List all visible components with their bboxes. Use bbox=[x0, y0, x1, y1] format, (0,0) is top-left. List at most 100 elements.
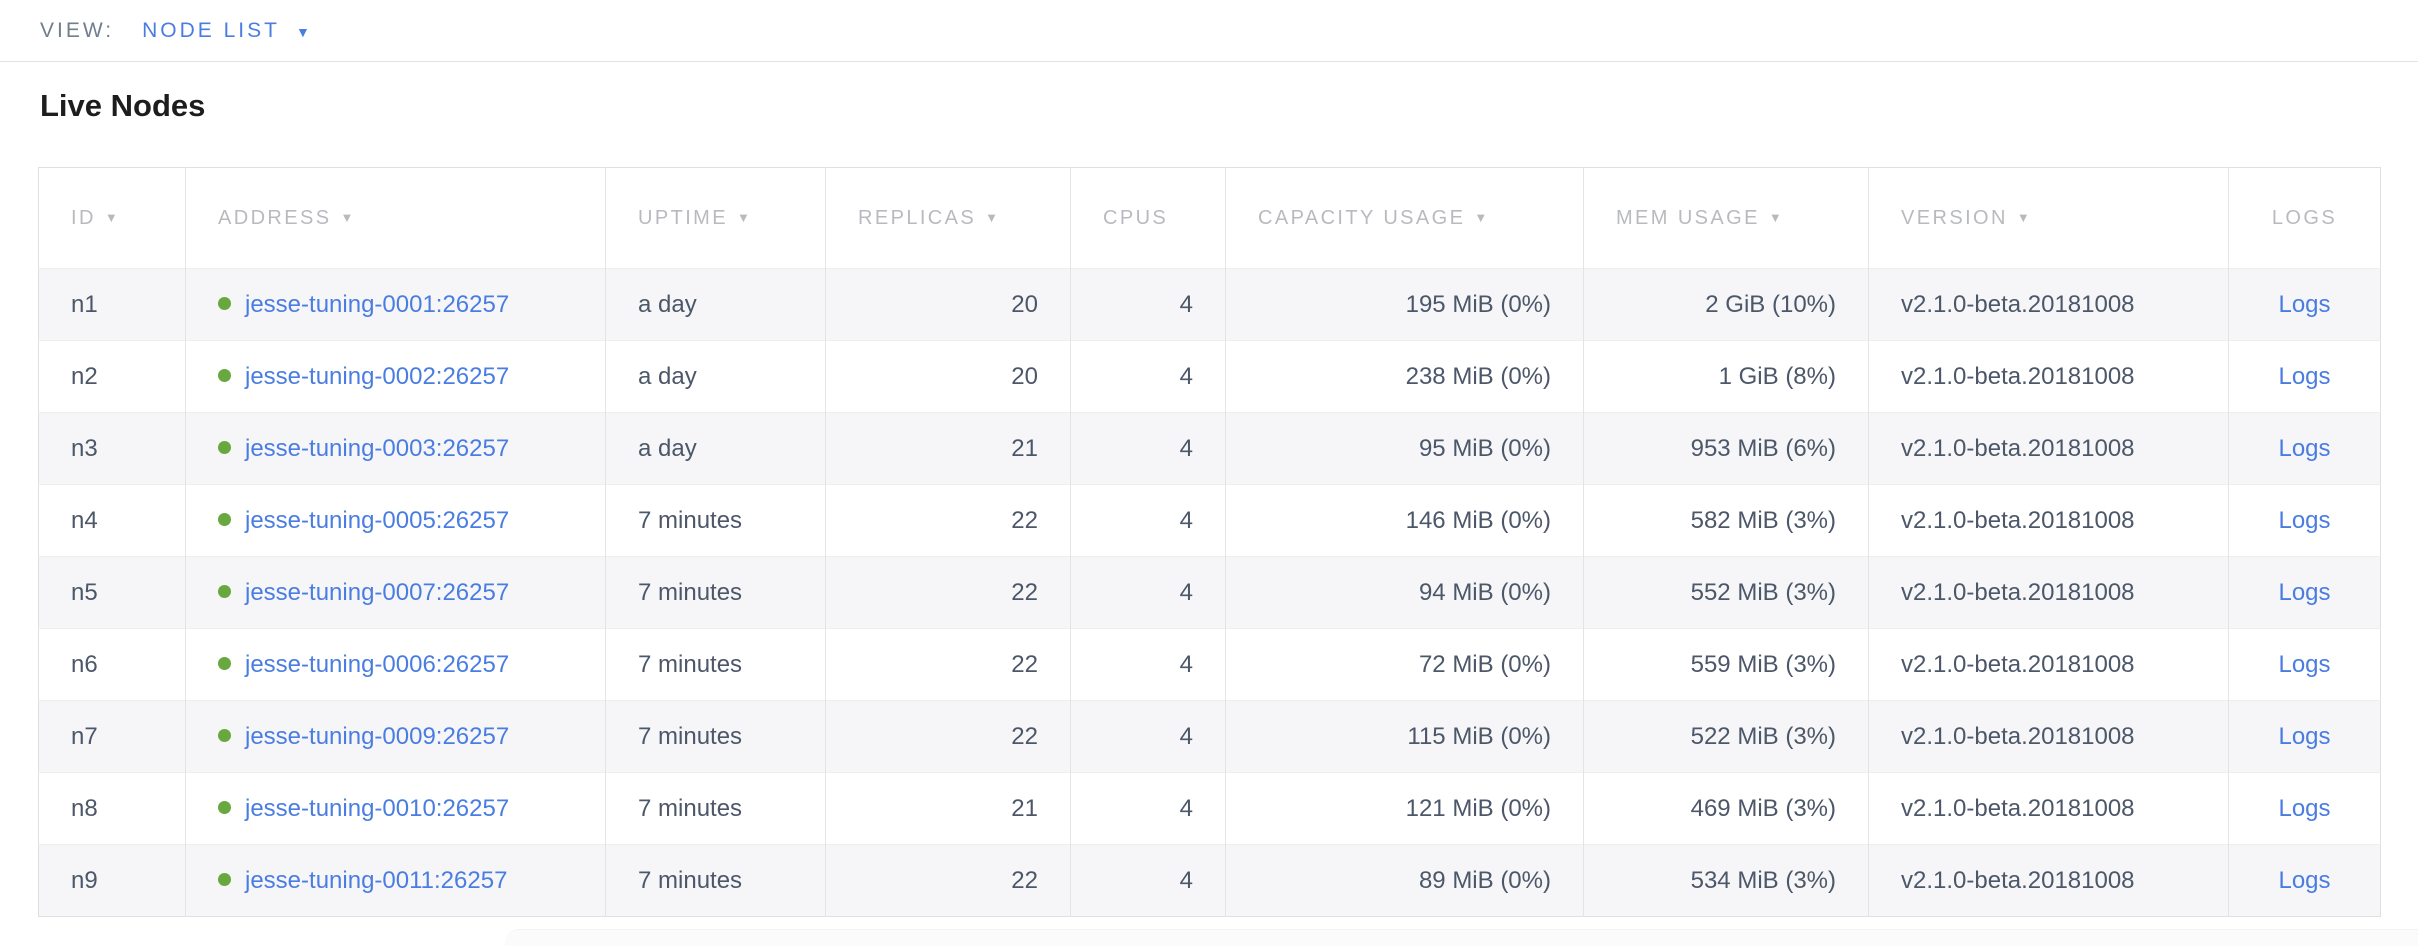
cell-version: v2.1.0-beta.20181008 bbox=[1868, 412, 2229, 485]
cell-uptime: 7 minutes bbox=[605, 844, 826, 917]
cell-id: n1 bbox=[38, 268, 186, 341]
node-logs-link[interactable]: Logs bbox=[2278, 578, 2331, 606]
node-logs-link[interactable]: Logs bbox=[2278, 794, 2331, 822]
cell-cpus: 4 bbox=[1070, 268, 1226, 341]
column-header-capacity[interactable]: CAPACITY USAGE ▼ bbox=[1225, 167, 1584, 269]
cell-replicas: 22 bbox=[825, 484, 1071, 557]
cell-replicas: 22 bbox=[825, 556, 1071, 629]
cell-mem: 953 MiB (6%) bbox=[1583, 412, 1869, 485]
cell-mem: 552 MiB (3%) bbox=[1583, 556, 1869, 629]
column-label: CAPACITY USAGE bbox=[1258, 206, 1466, 229]
node-logs-link[interactable]: Logs bbox=[2278, 722, 2331, 750]
cell-mem: 522 MiB (3%) bbox=[1583, 700, 1869, 773]
cell-replicas: 20 bbox=[825, 340, 1071, 413]
cell-capacity: 94 MiB (0%) bbox=[1225, 556, 1584, 629]
node-logs-link[interactable]: Logs bbox=[2278, 866, 2331, 894]
node-address-link[interactable]: jesse-tuning-0009:26257 bbox=[245, 722, 510, 750]
cell-id: n2 bbox=[38, 340, 186, 413]
chevron-down-icon: ▼ bbox=[295, 23, 310, 40]
page-title: Live Nodes bbox=[40, 88, 206, 123]
column-label: UPTIME bbox=[638, 206, 728, 229]
cell-cpus: 4 bbox=[1070, 340, 1226, 413]
node-logs-link[interactable]: Logs bbox=[2278, 434, 2331, 462]
column-header-mem[interactable]: MEM USAGE ▼ bbox=[1583, 167, 1869, 269]
node-address-link[interactable]: jesse-tuning-0003:26257 bbox=[245, 434, 510, 462]
cell-id: n7 bbox=[38, 700, 186, 773]
cell-address: jesse-tuning-0001:26257 bbox=[185, 268, 606, 341]
cell-version: v2.1.0-beta.20181008 bbox=[1868, 628, 2229, 701]
cell-mem: 559 MiB (3%) bbox=[1583, 628, 1869, 701]
node-address-link[interactable]: jesse-tuning-0005:26257 bbox=[245, 506, 510, 534]
cell-mem: 469 MiB (3%) bbox=[1583, 772, 1869, 845]
column-header-version[interactable]: VERSION ▼ bbox=[1868, 167, 2229, 269]
cell-replicas: 20 bbox=[825, 268, 1071, 341]
cell-id: n6 bbox=[38, 628, 186, 701]
cell-address: jesse-tuning-0005:26257 bbox=[185, 484, 606, 557]
table-header: ID ▼ ADDRESS ▼ UPTIME ▼ REPLICAS ▼ CPUS CAPACITY … bbox=[38, 167, 2381, 269]
node-live-status-icon bbox=[218, 368, 231, 382]
cell-address: jesse-tuning-0010:26257 bbox=[185, 772, 606, 845]
node-address-link[interactable]: jesse-tuning-0001:26257 bbox=[245, 290, 510, 318]
node-live-status-icon bbox=[218, 872, 231, 886]
cell-id: n5 bbox=[38, 556, 186, 629]
node-address-link[interactable]: jesse-tuning-0002:26257 bbox=[245, 362, 510, 390]
cell-logs: Logs bbox=[2228, 340, 2381, 413]
cell-capacity: 115 MiB (0%) bbox=[1225, 700, 1584, 773]
node-logs-link[interactable]: Logs bbox=[2278, 290, 2331, 318]
cell-logs: Logs bbox=[2228, 556, 2381, 629]
column-header-logs: LOGS bbox=[2228, 167, 2381, 269]
column-header-address[interactable]: ADDRESS ▼ bbox=[185, 167, 606, 269]
cell-logs: Logs bbox=[2228, 700, 2381, 773]
node-live-status-icon bbox=[218, 728, 231, 742]
cell-capacity: 146 MiB (0%) bbox=[1225, 484, 1584, 557]
cell-cpus: 4 bbox=[1070, 772, 1226, 845]
cell-cpus: 4 bbox=[1070, 844, 1226, 917]
cell-uptime: 7 minutes bbox=[605, 772, 826, 845]
next-panel-edge bbox=[505, 929, 2418, 946]
node-live-status-icon bbox=[218, 296, 231, 310]
table-header-row: ID ▼ ADDRESS ▼ UPTIME ▼ REPLICAS ▼ CPUS CAPACITY … bbox=[38, 167, 2381, 269]
node-address-link[interactable]: jesse-tuning-0010:26257 bbox=[245, 794, 510, 822]
column-header-id[interactable]: ID ▼ bbox=[38, 167, 186, 269]
cell-id: n8 bbox=[38, 772, 186, 845]
sort-desc-icon: ▼ bbox=[1768, 209, 1785, 225]
view-selector-dropdown[interactable]: NODE LIST ▼ bbox=[142, 19, 310, 43]
cell-mem: 1 GiB (8%) bbox=[1583, 340, 1869, 413]
view-selected-value: NODE LIST bbox=[142, 18, 280, 42]
cell-logs: Logs bbox=[2228, 268, 2381, 341]
cell-version: v2.1.0-beta.20181008 bbox=[1868, 772, 2229, 845]
column-label: CPUS bbox=[1103, 206, 1169, 229]
cell-replicas: 21 bbox=[825, 772, 1071, 845]
node-live-status-icon bbox=[218, 584, 231, 598]
node-logs-link[interactable]: Logs bbox=[2278, 362, 2331, 390]
node-address-link[interactable]: jesse-tuning-0011:26257 bbox=[245, 866, 508, 894]
cell-uptime: 7 minutes bbox=[605, 484, 826, 557]
cell-address: jesse-tuning-0006:26257 bbox=[185, 628, 606, 701]
table-row: n5 jesse-tuning-0007:26257 7 minutes 22 4 94 … bbox=[38, 556, 2381, 629]
cell-capacity: 238 MiB (0%) bbox=[1225, 340, 1584, 413]
column-header-uptime[interactable]: UPTIME ▼ bbox=[605, 167, 826, 269]
cell-version: v2.1.0-beta.20181008 bbox=[1868, 484, 2229, 557]
cell-cpus: 4 bbox=[1070, 412, 1226, 485]
cell-replicas: 22 bbox=[825, 628, 1071, 701]
view-bar: VIEW: NODE LIST ▼ bbox=[0, 0, 2418, 62]
cell-cpus: 4 bbox=[1070, 700, 1226, 773]
cell-version: v2.1.0-beta.20181008 bbox=[1868, 268, 2229, 341]
view-label: VIEW: bbox=[40, 18, 115, 42]
cell-uptime: 7 minutes bbox=[605, 700, 826, 773]
table-row: n9 jesse-tuning-0011:26257 7 minutes 22 4 89 … bbox=[38, 844, 2381, 917]
sort-desc-icon: ▼ bbox=[985, 209, 1001, 225]
node-logs-link[interactable]: Logs bbox=[2278, 506, 2331, 534]
cell-capacity: 72 MiB (0%) bbox=[1225, 628, 1584, 701]
cell-id: n9 bbox=[38, 844, 186, 917]
cell-replicas: 22 bbox=[825, 844, 1071, 917]
table-body: n1 jesse-tuning-0001:26257 a day 20 4 195 MiB… bbox=[38, 268, 2381, 917]
node-address-link[interactable]: jesse-tuning-0007:26257 bbox=[245, 578, 510, 606]
node-logs-link[interactable]: Logs bbox=[2278, 650, 2331, 678]
node-address-link[interactable]: jesse-tuning-0006:26257 bbox=[245, 650, 510, 678]
column-label: ADDRESS bbox=[218, 206, 332, 229]
column-header-replicas[interactable]: REPLICAS ▼ bbox=[825, 167, 1071, 269]
cell-replicas: 22 bbox=[825, 700, 1071, 773]
cell-capacity: 95 MiB (0%) bbox=[1225, 412, 1584, 485]
cell-logs: Logs bbox=[2228, 628, 2381, 701]
